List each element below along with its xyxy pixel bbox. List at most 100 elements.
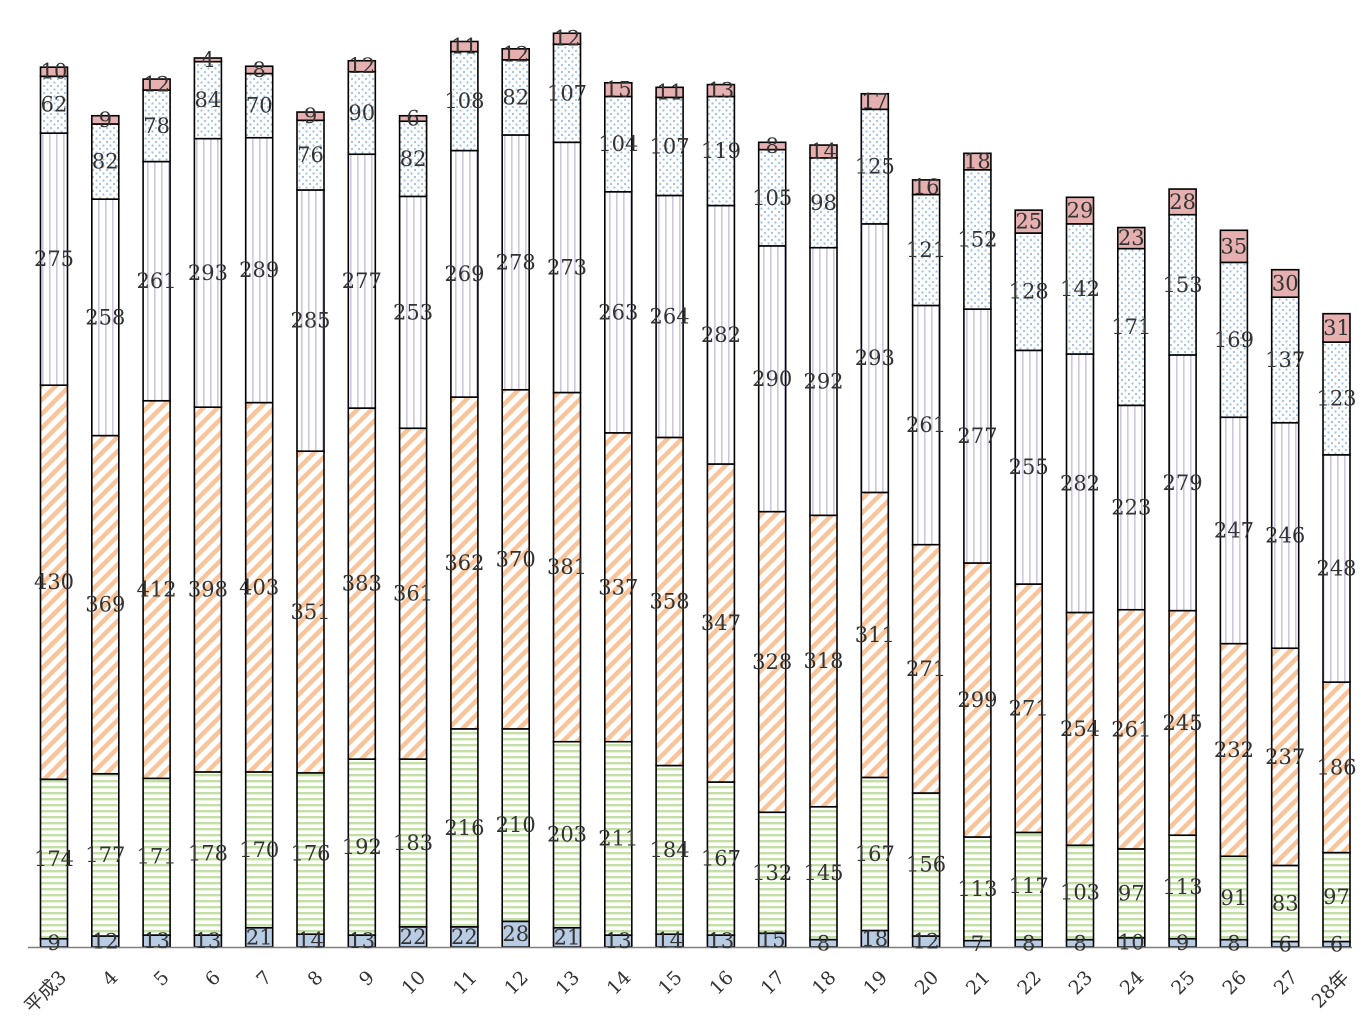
stacked-bar [193, 57, 223, 948]
data-label: 255 [1009, 455, 1049, 479]
x-tick-label: 平成3 [20, 967, 71, 1014]
data-label: 82 [502, 85, 529, 109]
data-label: 11 [451, 35, 478, 59]
bar-segment [39, 75, 69, 134]
bar-segment [706, 781, 736, 936]
bar-segment [911, 193, 941, 307]
bar-segment [1065, 196, 1095, 225]
data-label: 289 [239, 258, 279, 282]
data-label: 142 [1060, 277, 1100, 301]
data-label: 7 [971, 932, 984, 956]
data-label: 14 [810, 139, 837, 163]
stacked-bar [963, 152, 992, 948]
data-label: 4 [201, 48, 214, 72]
data-label: 119 [701, 139, 741, 163]
bar-segment [1219, 416, 1249, 645]
bars-layer [39, 32, 1351, 948]
data-label: 6 [406, 106, 419, 130]
data-label: 105 [752, 186, 792, 210]
data-label: 169 [1214, 328, 1254, 352]
bar-segment [142, 399, 171, 780]
stacked-bar [552, 32, 582, 948]
bar-segment [706, 83, 736, 98]
bar-segment [1219, 642, 1249, 858]
stacked-bar [501, 48, 531, 948]
stacked-bar [757, 141, 787, 948]
bar-segment [911, 304, 941, 546]
data-label: 369 [85, 593, 125, 617]
stacked-bar [398, 114, 428, 948]
x-tick-label: 24 [1116, 967, 1149, 1000]
x-tick-label: 9 [355, 967, 379, 991]
bar-segment [1117, 608, 1146, 850]
stacked-bar [809, 144, 838, 948]
stacked-bar [1168, 188, 1197, 948]
bar-segment [1270, 296, 1300, 424]
data-label: 248 [1316, 556, 1356, 580]
data-label: 245 [1163, 711, 1203, 735]
data-label: 23 [1118, 226, 1145, 250]
data-label: 21 [246, 925, 273, 949]
x-tick-label: 21 [962, 967, 995, 1000]
data-label: 277 [342, 269, 382, 293]
data-label: 254 [1060, 717, 1100, 741]
x-tick-label: 18 [808, 967, 841, 1000]
data-label: 430 [34, 570, 74, 594]
bar-segment [296, 772, 325, 935]
data-labels-layer: 9174430275621012177369258829131714122617… [34, 27, 1357, 957]
data-label: 412 [137, 578, 177, 602]
data-label: 192 [342, 835, 382, 859]
x-tick-label: 20 [911, 967, 944, 1000]
bar-segment [91, 123, 120, 200]
data-label: 8 [766, 134, 779, 158]
data-label: 103 [1060, 880, 1100, 904]
data-label: 125 [855, 155, 895, 179]
data-label: 11 [656, 80, 683, 104]
bar-segment [860, 776, 890, 932]
data-label: 152 [957, 227, 997, 251]
stacked-bar [706, 83, 736, 948]
data-label: 13 [605, 929, 632, 953]
data-label: 97 [1118, 881, 1145, 905]
data-label: 261 [1111, 717, 1151, 741]
x-tick-label: 14 [603, 967, 636, 1000]
x-tick-label: 19 [859, 967, 892, 1000]
bar-segment [1168, 354, 1197, 612]
data-label: 361 [393, 582, 433, 606]
stacked-bar [603, 81, 633, 948]
data-label: 273 [547, 255, 587, 279]
data-label: 10 [41, 60, 68, 84]
bar-segment [911, 792, 941, 937]
data-label: 8 [817, 931, 830, 955]
data-label: 277 [957, 424, 997, 448]
stacked-bar [244, 65, 274, 948]
data-label: 113 [1163, 875, 1203, 899]
data-label: 13 [348, 929, 375, 953]
data-label: 282 [701, 323, 741, 347]
x-tick-label: 6 [201, 967, 225, 991]
data-label: 35 [1221, 234, 1248, 258]
bar-segment [655, 96, 684, 197]
data-label: 247 [1214, 518, 1254, 542]
data-label: 237 [1265, 745, 1305, 769]
data-label: 13 [708, 79, 735, 103]
bar-segment [142, 89, 171, 163]
stacked-bar [1117, 226, 1146, 948]
x-tick-label: 7 [252, 967, 276, 991]
data-label: 275 [34, 247, 74, 271]
stacked-bar [142, 78, 171, 948]
data-label: 12 [502, 42, 529, 66]
data-label: 178 [188, 842, 228, 866]
data-label: 293 [188, 261, 228, 285]
data-label: 12 [913, 930, 940, 954]
bar-segment [193, 57, 223, 63]
bar-segment [450, 396, 479, 730]
bar-segment [1322, 454, 1351, 683]
data-label: 6 [1279, 932, 1292, 956]
data-label: 97 [1323, 885, 1350, 909]
bar-segment [91, 114, 120, 125]
bar-segment [552, 32, 582, 46]
bar-segment [1322, 312, 1351, 343]
data-label: 78 [143, 114, 170, 138]
data-label: 370 [496, 547, 536, 571]
